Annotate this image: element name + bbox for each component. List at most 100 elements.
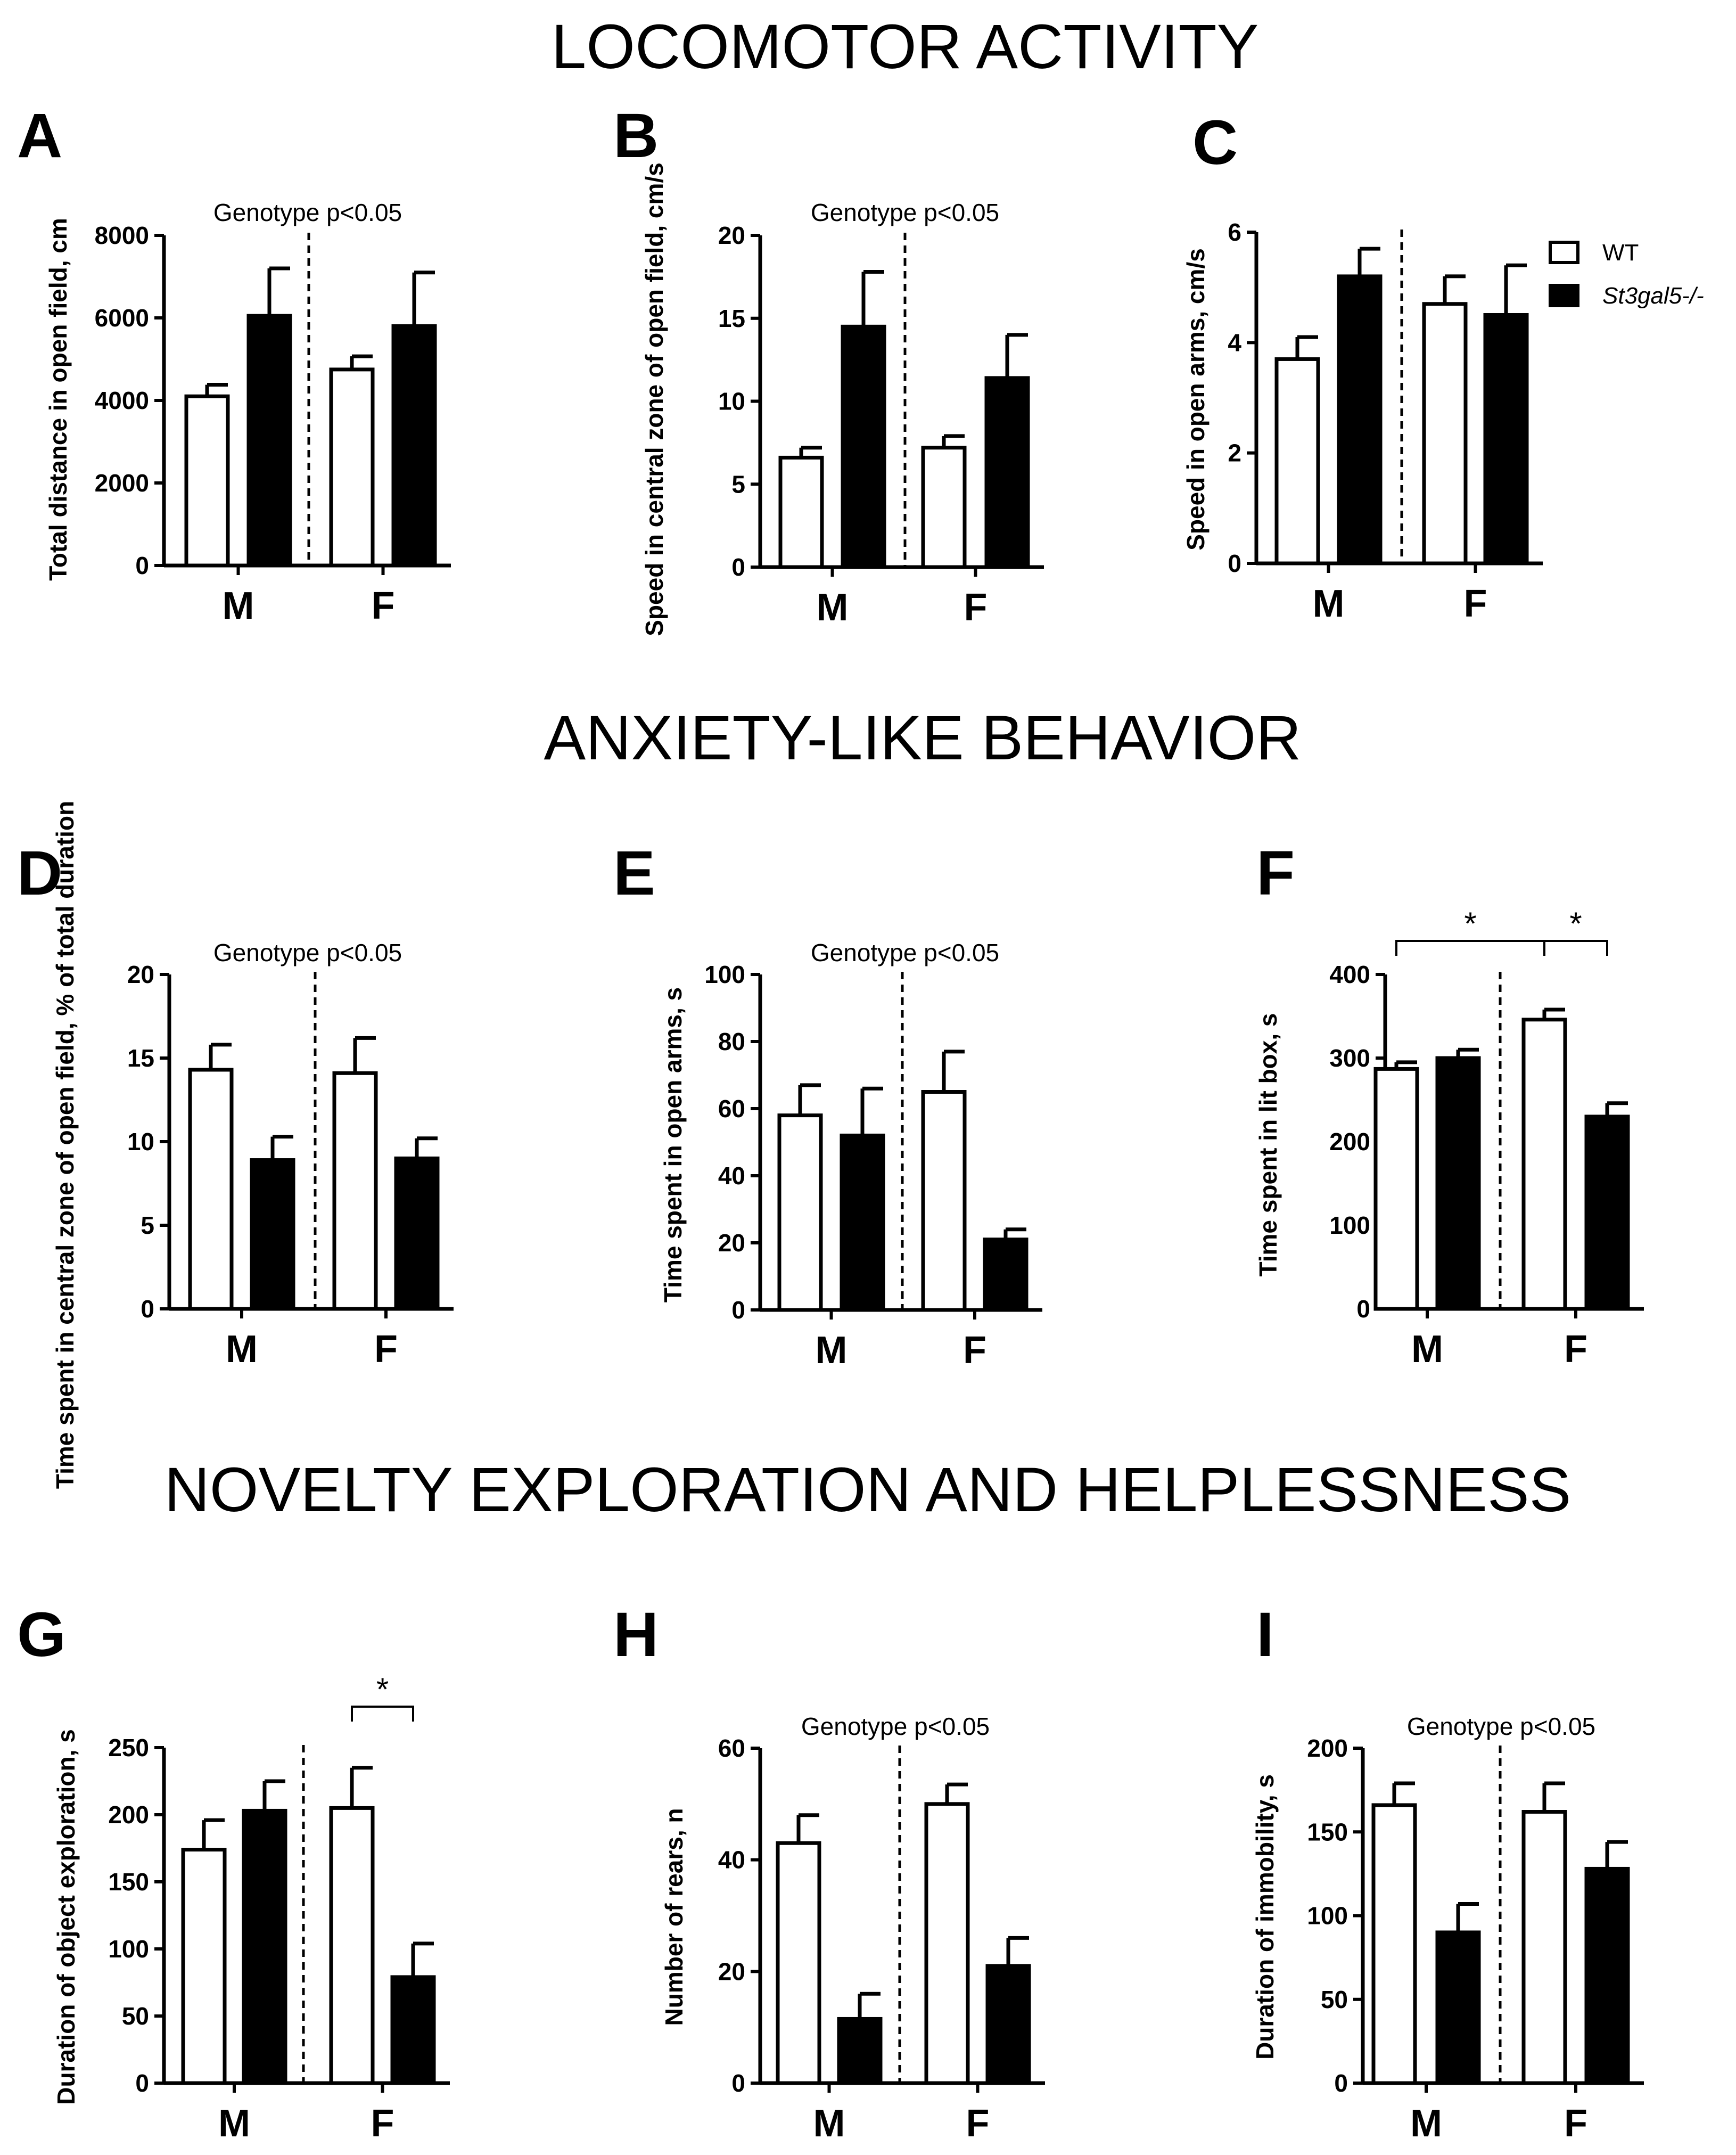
y-tick-label: 0 xyxy=(1228,550,1241,577)
y-tick-label: 5 xyxy=(141,1211,154,1239)
y-tick-label: 10 xyxy=(127,1128,154,1156)
x-tick-label-m: M xyxy=(226,1328,258,1371)
y-axis-label: Time spent in open arms, s xyxy=(659,987,687,1302)
legend: WT St3gal5-/- xyxy=(1549,240,1704,309)
y-axis-label: Duration of object exploration, s xyxy=(52,1729,80,2104)
bar-m-ko xyxy=(1337,274,1383,566)
y-tick-label: 0 xyxy=(731,2069,745,2097)
y-tick-label: 40 xyxy=(718,1846,745,1874)
y-tick-label: 0 xyxy=(1356,1295,1370,1323)
bar-m-ko xyxy=(840,1133,885,1312)
y-axis-label: Time spent in central zone of open field… xyxy=(51,801,79,1489)
x-tick-label-f: F xyxy=(1564,1328,1587,1371)
bar-f-ko xyxy=(983,1238,1029,1312)
panel-e: E Time spent in open arms, s 0 20 40 60 80 100 M… xyxy=(613,838,1042,1372)
bar-m-ko xyxy=(250,1158,295,1311)
x-tick-label-f: F xyxy=(966,2102,990,2145)
y-tick-label: 20 xyxy=(718,1229,745,1257)
significance-bracket xyxy=(1543,940,1608,956)
y-tick-label: 200 xyxy=(1329,1128,1370,1156)
panel-letter: I xyxy=(1256,1600,1274,1670)
panel-f: F Time spent in lit box, s 0 100 200 300 400 M F… xyxy=(1254,838,1644,1371)
bar-m-wt xyxy=(181,1848,227,2085)
y-tick-label: 40 xyxy=(718,1162,745,1190)
panel-letter: G xyxy=(17,1600,66,1670)
genotype-annotation: Genotype p<0.05 xyxy=(1407,1712,1595,1740)
y-tick-label: 100 xyxy=(704,961,745,988)
y-tick-label: 200 xyxy=(108,1801,149,1829)
x-tick-label-m: M xyxy=(813,2102,845,2145)
y-tick-label: 15 xyxy=(127,1044,154,1072)
panel-letter: A xyxy=(17,101,62,171)
bar-f-wt xyxy=(924,1802,970,2085)
x-tick-label-f: F xyxy=(374,1328,398,1371)
bar-f-wt xyxy=(1521,1018,1567,1311)
y-tick-label: 8000 xyxy=(95,222,149,249)
x-tick-label-f: F xyxy=(372,585,395,627)
y-tick-label: 50 xyxy=(122,2002,149,2030)
y-tick-label: 6 xyxy=(1228,218,1241,246)
y-tick-label: 150 xyxy=(108,1868,149,1896)
x-tick-label-m: M xyxy=(223,585,254,627)
y-axis-label: Time spent in lit box, s xyxy=(1254,1013,1282,1276)
bar-m-wt xyxy=(1373,1067,1419,1311)
y-tick-label: 20 xyxy=(718,1957,745,1985)
panel-i: I Duration of immobility, s 0 50 100 150 200 M F… xyxy=(1251,1600,1644,2145)
genotype-annotation: Genotype p<0.05 xyxy=(213,939,402,966)
genotype-annotation: Genotype p<0.05 xyxy=(811,199,999,226)
panel-letter: D xyxy=(17,838,62,908)
bar-f-ko xyxy=(1584,1866,1630,2085)
y-tick-label: 100 xyxy=(1307,1902,1348,1930)
x-tick-label-f: F xyxy=(1464,583,1487,625)
bar-f-wt xyxy=(921,1090,967,1312)
panel-g: G Duration of object exploration, s 0 50 100… xyxy=(17,1600,450,2145)
bar-m-wt xyxy=(1371,1803,1417,2085)
panel-letter: B xyxy=(613,101,659,171)
bar-m-wt xyxy=(188,1068,234,1311)
panel-c: C Speed in open arms, cm/s 0 2 4 6 M F xyxy=(1182,108,1543,625)
bar-m-ko xyxy=(246,314,292,568)
legend-label-wt: WT xyxy=(1602,240,1639,266)
panel-letter: E xyxy=(613,838,655,908)
bar-f-wt xyxy=(1422,302,1468,566)
bar-f-wt xyxy=(1521,1810,1567,2085)
y-tick-label: 80 xyxy=(718,1028,745,1055)
legend-label-ko: St3gal5-/- xyxy=(1602,283,1704,309)
x-tick-label-m: M xyxy=(1411,1328,1443,1371)
panel-h: H Number of rears, n 0 20 40 60 M F Genotype p<0… xyxy=(613,1600,1045,2145)
y-tick-label: 0 xyxy=(141,1295,154,1323)
section-title-locomotor: LOCOMOTOR ACTIVITY xyxy=(552,12,1259,82)
y-tick-label: 50 xyxy=(1321,1986,1348,2013)
panel-letter: C xyxy=(1192,108,1238,178)
y-tick-label: 15 xyxy=(718,305,745,332)
bar-m-wt xyxy=(777,1113,823,1312)
significance-bracket xyxy=(1395,940,1545,956)
y-tick-label: 60 xyxy=(718,1734,745,1762)
section-title-novelty: NOVELTY EXPLORATION AND HELPLESSNESS xyxy=(164,1455,1572,1525)
y-axis-label: Speed in central zone of open field, cm/… xyxy=(640,162,668,636)
y-tick-label: 2000 xyxy=(95,469,149,497)
bar-f-wt xyxy=(921,446,967,569)
y-tick-label: 100 xyxy=(1329,1211,1370,1239)
y-tick-label: 4 xyxy=(1228,329,1241,356)
legend-swatch-ko xyxy=(1549,284,1579,307)
x-tick-label-f: F xyxy=(1564,2102,1587,2145)
x-tick-label-m: M xyxy=(218,2102,250,2145)
x-tick-label-f: F xyxy=(964,586,988,629)
bar-m-ko xyxy=(841,324,886,569)
y-tick-label: 20 xyxy=(127,961,154,988)
bar-f-ko xyxy=(391,324,437,568)
bar-m-ko xyxy=(837,2017,883,2085)
bar-m-wt xyxy=(776,1841,821,2085)
significance-star: * xyxy=(1569,906,1582,941)
legend-swatch-wt xyxy=(1549,241,1579,264)
y-tick-label: 250 xyxy=(108,1734,149,1761)
bar-m-wt xyxy=(1274,357,1320,566)
bar-f-ko xyxy=(984,376,1030,569)
panel-letter: F xyxy=(1256,838,1295,908)
y-tick-label: 100 xyxy=(108,1935,149,1963)
y-tick-label: 400 xyxy=(1329,961,1370,988)
